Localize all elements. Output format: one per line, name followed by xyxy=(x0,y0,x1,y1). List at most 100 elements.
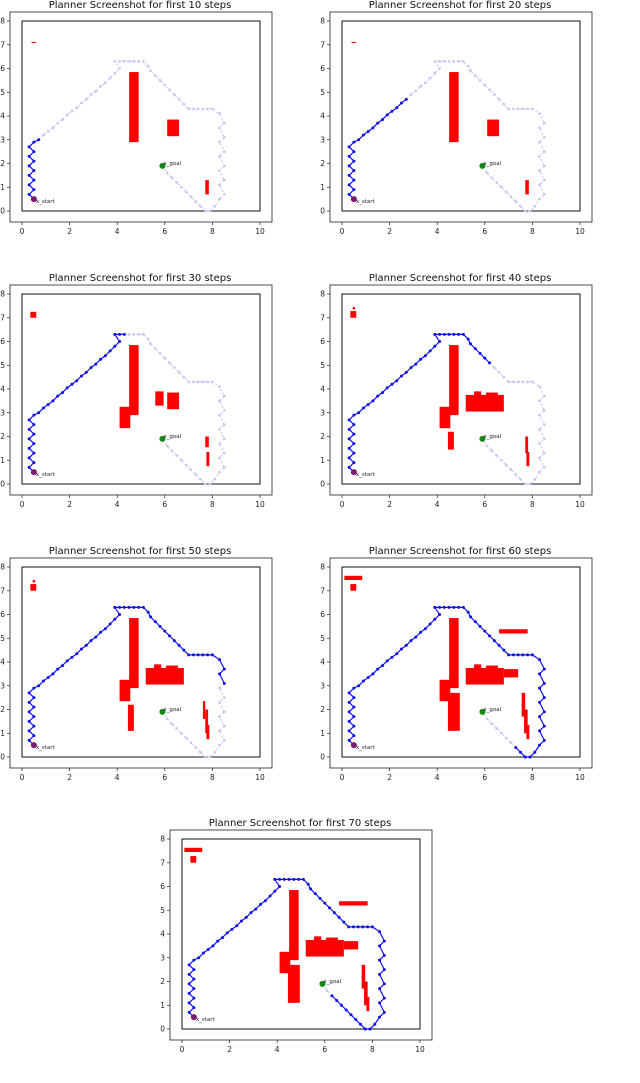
x-tick-label: 0 xyxy=(20,227,25,236)
y-tick-label: 1 xyxy=(160,1001,165,1010)
y-tick-label: 0 xyxy=(320,207,325,216)
x-tick-label: 8 xyxy=(210,500,215,509)
x-tick-label: 0 xyxy=(340,773,345,782)
y-tick-label: 5 xyxy=(0,88,5,97)
executed-path xyxy=(28,333,125,473)
plot-panel-30-steps: Planner Screenshot for first 30 steps 0 2 4… xyxy=(0,273,320,538)
planned-path xyxy=(161,682,226,758)
obstacle xyxy=(31,41,37,43)
x-tick-label: 6 xyxy=(162,500,167,509)
y-tick-label: 7 xyxy=(160,858,165,867)
x-tick-label: 6 xyxy=(322,1045,327,1054)
y-tick-label: 2 xyxy=(0,432,5,441)
obstacle xyxy=(351,41,357,43)
obstacle xyxy=(119,406,131,429)
x-tick-label: 2 xyxy=(67,500,72,509)
y-tick-label: 2 xyxy=(0,705,5,714)
y-tick-label: 1 xyxy=(0,729,5,738)
y-tick-label: 1 xyxy=(320,729,325,738)
obstacle xyxy=(167,119,180,137)
x-tick-label: 8 xyxy=(530,500,535,509)
x-tick-label: 8 xyxy=(530,227,535,236)
x-tick-label: 0 xyxy=(340,227,345,236)
y-tick-label: 5 xyxy=(0,361,5,370)
y-tick-label: 7 xyxy=(0,586,5,595)
map-boundary xyxy=(21,20,261,212)
obstacle xyxy=(503,669,519,678)
x-tick-label: 10 xyxy=(415,1045,425,1054)
x-tick-label: 4 xyxy=(115,773,120,782)
plot-panel-10-steps: Planner Screenshot for first 10 steps 0 2 4… xyxy=(0,0,320,265)
x-tick-label: 4 xyxy=(275,1045,280,1054)
executed-path xyxy=(348,98,407,200)
axes-frame xyxy=(329,284,593,496)
y-tick-label: 8 xyxy=(0,17,5,26)
start-label: x_start xyxy=(356,199,376,205)
plot-title: Planner Screenshot for first 20 steps xyxy=(369,0,552,11)
obstacle xyxy=(279,951,291,974)
x-tick-label: 0 xyxy=(180,1045,185,1054)
y-tick-label: 7 xyxy=(320,313,325,322)
y-tick-label: 7 xyxy=(320,586,325,595)
axes-frame xyxy=(9,284,273,496)
map-boundary xyxy=(341,20,581,212)
obstacle xyxy=(314,936,322,942)
obstacle xyxy=(325,937,338,942)
y-tick-label: 4 xyxy=(0,658,5,667)
obstacle xyxy=(145,667,184,685)
goal-marker xyxy=(159,435,166,442)
y-tick-label: 5 xyxy=(320,634,325,643)
map-boundary xyxy=(21,293,261,485)
x-tick-label: 6 xyxy=(482,500,487,509)
y-tick-label: 2 xyxy=(320,159,325,168)
obstacle xyxy=(287,964,300,1003)
x-tick-label: 8 xyxy=(370,1045,375,1054)
obstacle xyxy=(344,575,363,581)
y-tick-label: 1 xyxy=(0,456,5,465)
executed-path xyxy=(28,606,226,746)
obstacle xyxy=(447,431,454,450)
x-tick-label: 4 xyxy=(115,500,120,509)
y-tick-label: 3 xyxy=(0,408,5,417)
y-tick-label: 5 xyxy=(0,634,5,643)
goal-label: x_goal xyxy=(163,434,181,440)
x-tick-label: 4 xyxy=(435,500,440,509)
y-tick-label: 2 xyxy=(160,977,165,986)
obstacle xyxy=(205,436,209,448)
obstacle xyxy=(465,394,504,412)
obstacle xyxy=(361,964,366,989)
obstacle xyxy=(289,890,299,961)
y-tick-label: 2 xyxy=(320,432,325,441)
obstacle xyxy=(129,618,139,689)
y-tick-label: 2 xyxy=(320,705,325,714)
obstacle xyxy=(447,692,460,731)
obstacle xyxy=(485,665,498,670)
obstacle xyxy=(350,311,357,318)
goal-marker xyxy=(319,980,326,987)
x-tick-label: 10 xyxy=(255,227,265,236)
obstacle xyxy=(449,345,459,416)
obstacle xyxy=(30,584,37,591)
y-tick-label: 3 xyxy=(0,135,5,144)
goal-label: x_goal xyxy=(323,979,341,985)
start-label: x_start xyxy=(36,745,56,751)
obstacle xyxy=(129,72,139,143)
start-label: x_start xyxy=(356,472,376,478)
y-tick-label: 6 xyxy=(320,64,325,73)
x-tick-label: 6 xyxy=(482,773,487,782)
goal-label: x_goal xyxy=(163,707,181,713)
x-tick-label: 6 xyxy=(482,227,487,236)
obstacle xyxy=(525,180,529,195)
x-tick-label: 6 xyxy=(162,227,167,236)
obstacle xyxy=(474,664,482,670)
x-tick-label: 10 xyxy=(575,227,585,236)
plot-panel-60-steps: Planner Screenshot for first 60 steps 0 2 4… xyxy=(320,546,640,811)
y-tick-label: 1 xyxy=(320,183,325,192)
obstacle xyxy=(205,709,209,734)
x-tick-label: 2 xyxy=(387,227,392,236)
x-tick-label: 8 xyxy=(530,773,535,782)
obstacle xyxy=(526,724,530,740)
obstacle xyxy=(30,311,37,318)
plot-title: Planner Screenshot for first 60 steps xyxy=(369,546,552,557)
y-tick-label: 4 xyxy=(320,385,325,394)
